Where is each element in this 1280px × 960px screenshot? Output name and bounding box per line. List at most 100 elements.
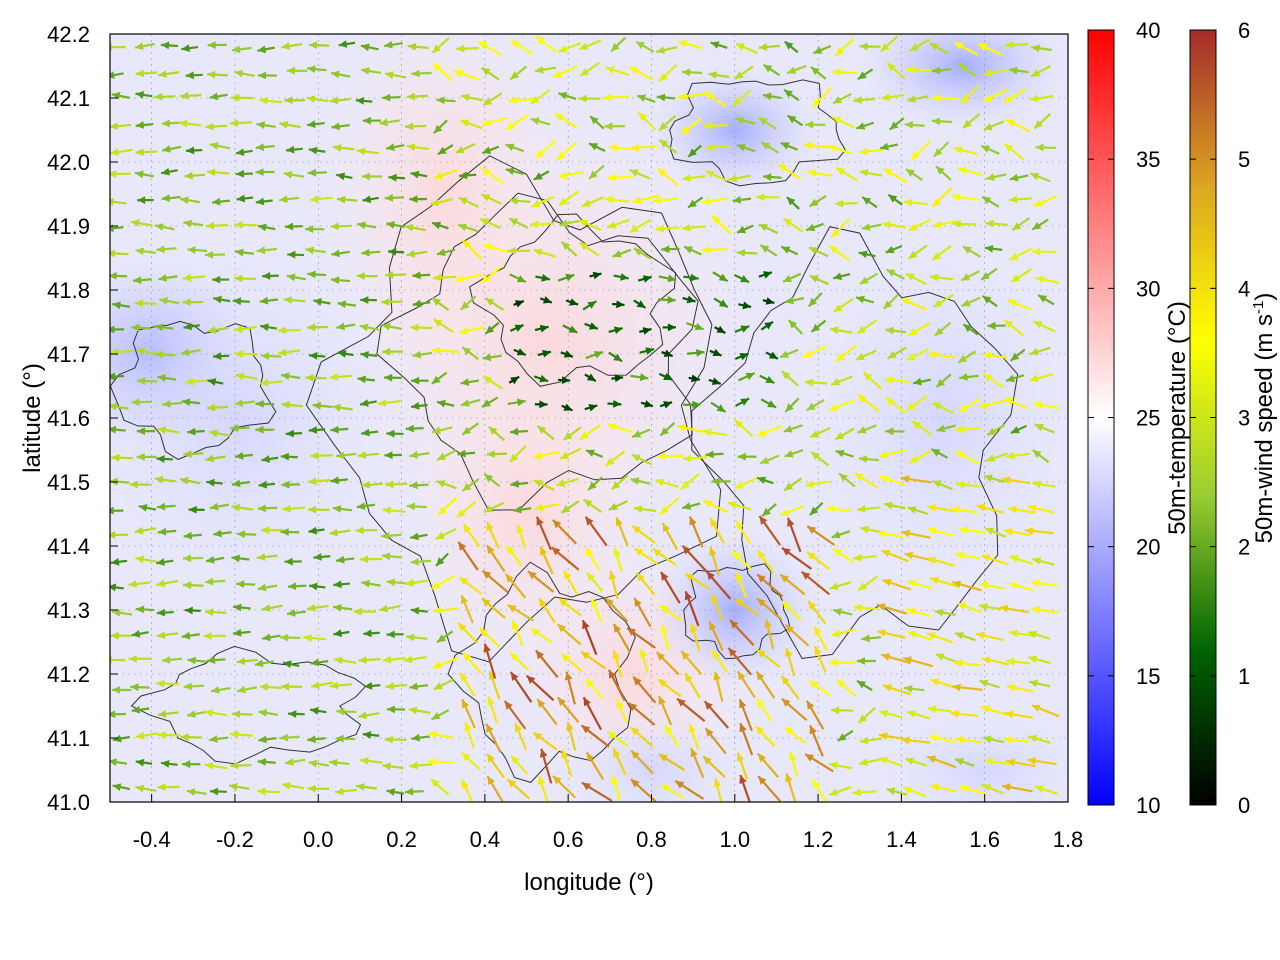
wind-arrow — [588, 142, 606, 153]
wind-arrow — [185, 146, 203, 155]
wind-arrow — [565, 298, 579, 306]
wind-arrow — [627, 702, 656, 726]
wind-arrow — [1029, 94, 1054, 103]
wind-arrow — [229, 119, 252, 127]
wind-arrow — [736, 224, 754, 234]
wind-arrow — [713, 297, 729, 309]
wind-arrow — [331, 122, 350, 131]
wind-arrow — [782, 272, 802, 283]
wind-arrow — [703, 700, 730, 729]
wind-arrow — [962, 113, 981, 129]
wind-arrow — [585, 449, 604, 458]
wind-arrow — [558, 92, 577, 101]
wind-arrow — [983, 88, 1008, 103]
wind-arrow — [904, 121, 925, 129]
wind-arrow — [710, 593, 724, 622]
wind-arrow — [508, 375, 520, 385]
wind-arrow — [410, 323, 433, 332]
wind-arrow — [257, 223, 276, 232]
wind-arrow — [589, 115, 605, 130]
wind-arrow — [482, 375, 504, 390]
wind-arrow — [182, 273, 206, 282]
wind-arrow — [556, 477, 579, 487]
wind-arrow — [731, 550, 752, 571]
wind-arrow — [182, 554, 204, 563]
wind-arrow — [408, 706, 431, 715]
wind-arrow — [710, 401, 727, 413]
wind-arrow — [986, 423, 1006, 437]
wind-arrow — [157, 426, 180, 434]
wind-arrow — [309, 352, 326, 360]
contour-line — [305, 155, 722, 663]
wind-arrow — [330, 425, 349, 434]
wind-arrow — [979, 581, 1005, 590]
wind-arrow — [260, 378, 283, 387]
wind-arrow — [981, 783, 1004, 795]
wind-arrow — [332, 403, 353, 412]
wind-arrow — [809, 274, 830, 286]
wind-arrow — [258, 735, 277, 744]
wind-arrow — [234, 221, 257, 229]
wind-arrow — [978, 603, 1002, 611]
wind-arrow — [683, 245, 702, 256]
wind-arrow — [811, 778, 828, 802]
wind-arrow — [486, 775, 505, 802]
wind-arrow — [135, 758, 153, 767]
wind-arrow — [307, 735, 326, 744]
wind-arrow — [762, 63, 781, 77]
wind-arrow — [701, 246, 728, 254]
wind-arrow — [363, 682, 381, 690]
wind-arrow — [157, 374, 177, 382]
wind-arrow — [931, 244, 952, 262]
wind-arrow — [956, 480, 981, 489]
wind-arrow — [580, 650, 606, 670]
wind-arrow — [436, 399, 455, 408]
wind-arrow — [762, 92, 782, 101]
wind-arrow — [732, 89, 752, 107]
wind-arrow — [832, 68, 858, 76]
wind-arrow — [259, 296, 279, 305]
wind-arrow — [330, 222, 352, 231]
wind-arrow — [1034, 275, 1060, 284]
wind-arrow — [736, 670, 756, 698]
wind-arrow — [460, 119, 483, 130]
wind-arrow — [690, 747, 705, 778]
wind-arrow — [527, 570, 555, 593]
wind-arrow — [330, 476, 349, 485]
wind-arrow — [630, 477, 651, 485]
wind-arrow — [1006, 451, 1031, 460]
wind-arrow — [181, 398, 200, 406]
wind-arrow — [160, 41, 179, 50]
wind-arrow — [111, 609, 133, 617]
wind-arrow — [485, 297, 504, 311]
wind-arrow — [160, 760, 178, 768]
wind-arrow — [953, 146, 978, 156]
wind-arrow — [961, 296, 981, 308]
wind-arrow — [332, 144, 355, 152]
wind-arrow — [779, 504, 805, 517]
wind-arrow — [909, 449, 932, 464]
wind-arrow — [260, 352, 282, 360]
wind-arrow — [812, 44, 832, 55]
wind-arrow — [532, 731, 558, 751]
wind-arrow — [983, 68, 1008, 77]
wind-arrow — [385, 682, 408, 690]
wind-arrow — [530, 117, 551, 126]
wind-arrow — [257, 758, 276, 766]
wind-arrow — [111, 453, 133, 462]
wind-arrow — [333, 629, 350, 638]
wind-arrow — [781, 370, 799, 387]
wind-arrow — [361, 579, 381, 588]
wind-vectors — [110, 35, 1060, 802]
wind-arrow — [580, 724, 610, 748]
wind-arrow — [1005, 41, 1029, 49]
wind-arrow — [702, 428, 728, 437]
wind-arrow — [659, 422, 676, 437]
wind-arrow — [631, 428, 651, 439]
wind-arrow — [156, 679, 179, 688]
wind-arrow — [534, 140, 556, 159]
wind-arrow — [1028, 734, 1051, 744]
wind-arrow — [636, 94, 656, 103]
wind-arrow — [687, 349, 705, 357]
wind-arrow — [180, 348, 201, 356]
